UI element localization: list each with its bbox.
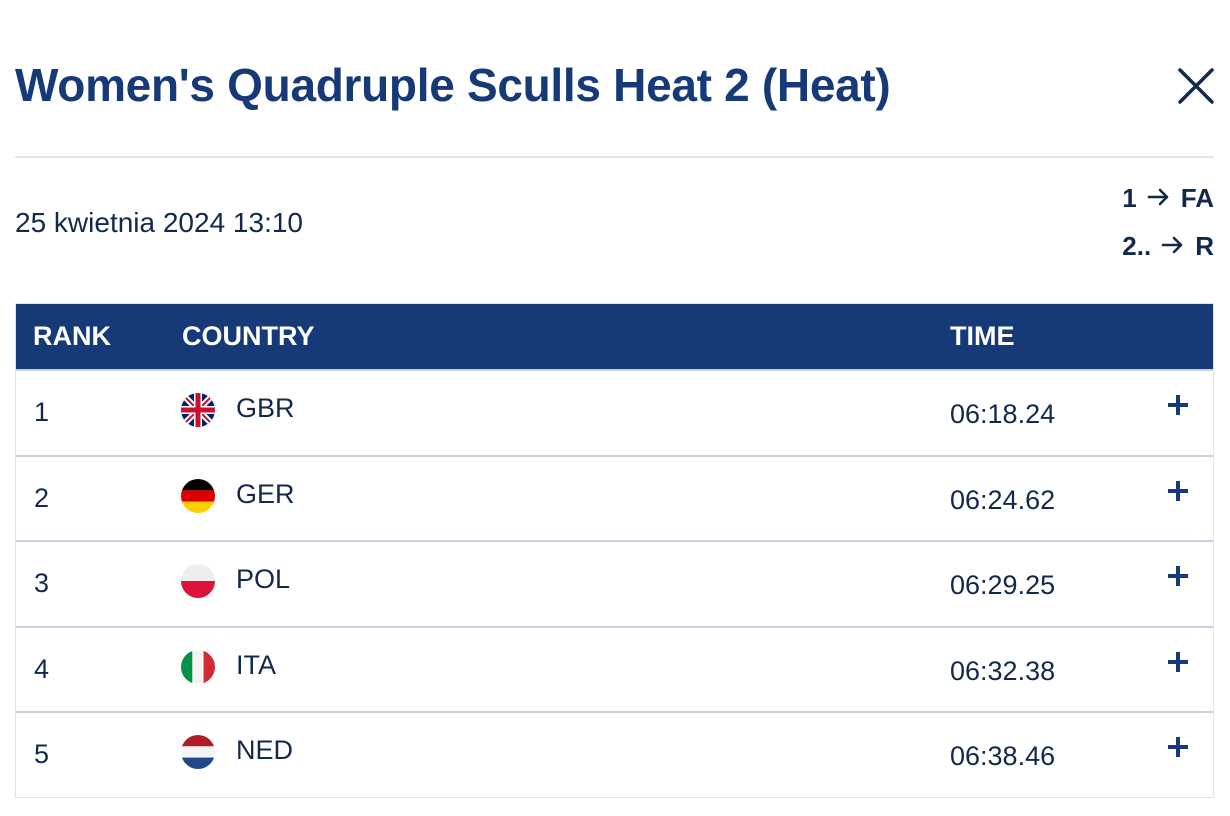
time-cell: 06:24.62 xyxy=(950,484,1056,515)
table-row[interactable]: 4 ITA 06:32.38 xyxy=(16,625,1213,712)
rank-cell: 5 xyxy=(34,739,50,770)
progression-rule-2: 2.. R xyxy=(1122,231,1214,262)
flag-ita-icon xyxy=(181,649,215,684)
plus-icon[interactable] xyxy=(1164,391,1192,419)
progression-places: 2.. xyxy=(1122,231,1152,261)
close-icon[interactable] xyxy=(1176,66,1216,106)
header-divider xyxy=(15,156,1214,158)
table-row[interactable]: 5 NED 06:38.46 xyxy=(16,711,1213,797)
country-column-header: COUNTRY xyxy=(182,321,315,351)
flag-pol-icon xyxy=(181,564,215,599)
rank-cell: 4 xyxy=(34,653,50,684)
race-date: 25 kwietnia 2024 13:10 xyxy=(15,207,303,238)
table-row[interactable]: 1 GBR 06:18.24 xyxy=(16,369,1213,455)
country-cell: GBR xyxy=(236,393,295,423)
dialog-title: Women's Quadruple Sculls Heat 2 (Heat) xyxy=(15,59,891,111)
country-cell: POL xyxy=(236,564,291,595)
progression-target: R xyxy=(1195,231,1214,261)
table-header: RANK COUNTRY TIME xyxy=(16,304,1213,369)
time-cell: 06:38.46 xyxy=(950,741,1056,772)
table-row[interactable]: 3 POL 06:29.25 xyxy=(16,540,1213,626)
rank-column-header: RANK xyxy=(33,321,111,351)
progression-target: FA xyxy=(1180,183,1214,213)
country-cell: ITA xyxy=(236,649,276,680)
time-column-header: TIME xyxy=(950,321,1015,351)
flag-gbr-icon xyxy=(181,393,215,427)
progression-rule-1: 1 FA xyxy=(1122,183,1214,214)
time-cell: 06:29.25 xyxy=(950,570,1056,601)
arrow-right-icon xyxy=(1147,183,1171,214)
time-cell: 06:32.38 xyxy=(950,655,1056,686)
rank-cell: 1 xyxy=(34,397,50,427)
table-row[interactable]: 2 GER 06:24.62 xyxy=(16,454,1213,541)
country-cell: NED xyxy=(236,735,294,766)
results-table: RANK COUNTRY TIME 1 GBR 06:18.24 2 xyxy=(15,303,1214,798)
flag-ger-icon xyxy=(181,478,215,513)
country-cell: GER xyxy=(236,478,295,509)
plus-icon[interactable] xyxy=(1164,562,1192,590)
plus-icon[interactable] xyxy=(1164,648,1192,676)
arrow-right-icon xyxy=(1161,231,1185,262)
rank-cell: 2 xyxy=(34,482,50,513)
time-cell: 06:18.24 xyxy=(950,399,1056,429)
rank-cell: 3 xyxy=(34,568,50,599)
plus-icon[interactable] xyxy=(1164,477,1192,505)
progression-places: 1 xyxy=(1122,183,1137,213)
plus-icon[interactable] xyxy=(1164,733,1192,761)
flag-ned-icon xyxy=(181,735,215,770)
